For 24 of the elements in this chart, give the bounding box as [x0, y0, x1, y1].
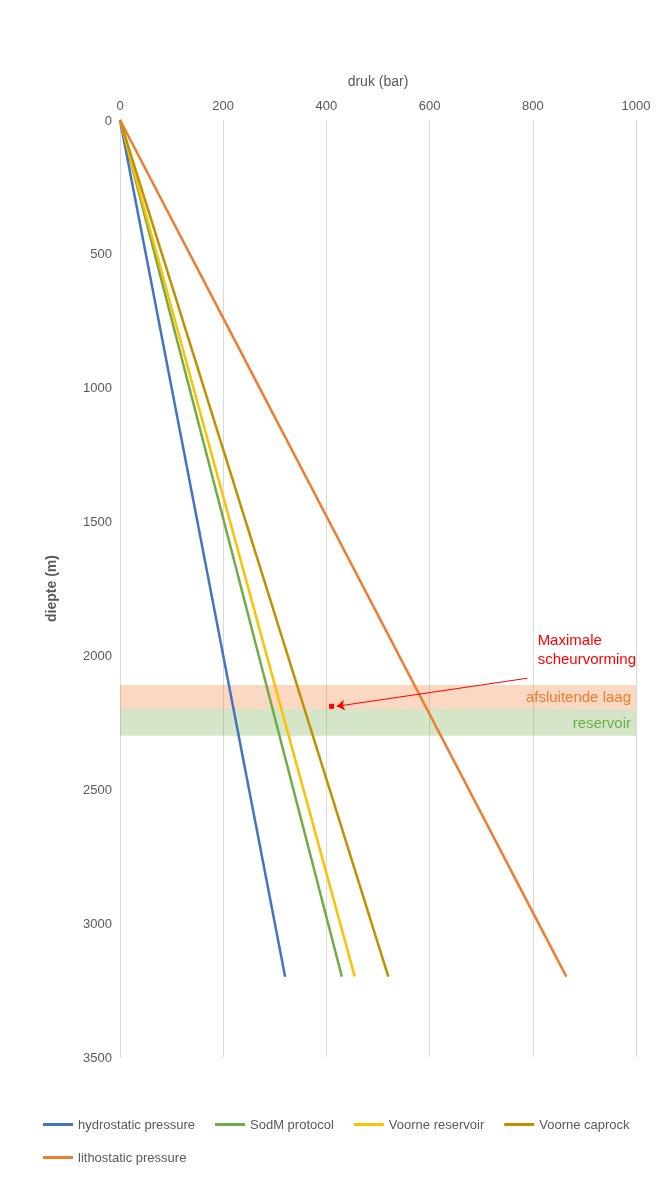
band-label: afsluitende laag	[525, 688, 631, 706]
legend-label: SodM protocol	[250, 1117, 334, 1132]
y-tick-label: 2000	[83, 647, 112, 663]
x-tick-label: 1000	[621, 98, 651, 113]
y-tick-label: 3500	[83, 1049, 112, 1065]
x-tick-label: 200	[212, 98, 235, 113]
legend-label: hydrostatic pressure	[78, 1117, 196, 1132]
y-tick-label: 1500	[83, 514, 112, 530]
x-tick-label: 400	[315, 98, 338, 113]
y-tick-label: 0	[104, 112, 112, 128]
legend-label: lithostatic pressure	[78, 1150, 187, 1165]
x-tick-label: 800	[521, 98, 544, 113]
legend-label: Voorne reservoir	[388, 1117, 485, 1132]
x-tick-label: 600	[418, 98, 441, 113]
y-tick-label: 3000	[83, 915, 112, 931]
band-label: reservoir	[572, 713, 631, 731]
legend-label: Voorne caprock	[539, 1117, 631, 1132]
y-axis-title: diepte (m)	[43, 555, 59, 622]
x-tick-label: 0	[116, 98, 124, 113]
y-tick-label: 500	[90, 246, 112, 262]
annotation: Maximale scheurvorming	[537, 631, 636, 668]
y-tick-label: 1000	[83, 380, 112, 396]
x-axis-title: druk (bar)	[347, 73, 409, 89]
y-tick-label: 2500	[83, 781, 112, 797]
